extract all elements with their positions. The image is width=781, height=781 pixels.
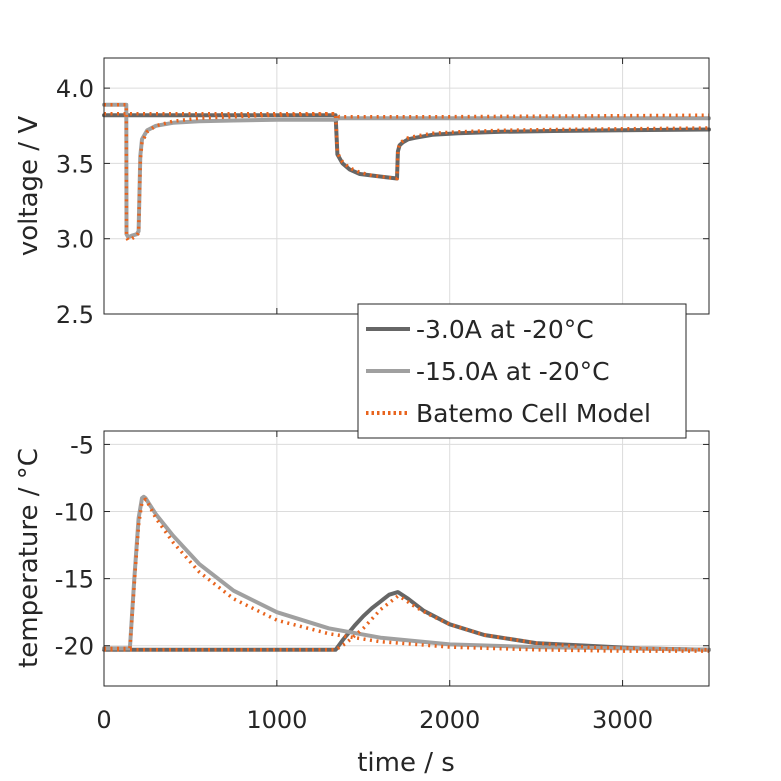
voltage-plot-area xyxy=(104,58,709,314)
voltage-series-batemo-cell-model-3 xyxy=(104,102,710,242)
voltage-ytick-label: 4.0 xyxy=(56,75,94,103)
voltage-series-15-0a-at-20-c-1 xyxy=(102,102,711,240)
temperature-xtick-label: 3000 xyxy=(592,706,653,734)
temperature-ytick-label: -10 xyxy=(55,499,94,527)
temperature-panel: -20 -15 -10 -5 0 1000 2000 3000 temperature / °… xyxy=(14,430,711,778)
voltage-series xyxy=(102,102,711,242)
voltage-ytick-label: 2.5 xyxy=(56,301,94,329)
temperature-ylabel: temperature / °C xyxy=(14,448,44,668)
voltage-ytick-label: 3.0 xyxy=(56,226,94,254)
temperature-ytick-label: -15 xyxy=(55,566,94,594)
legend-label-15a: -15.0A at -20°C xyxy=(416,357,610,386)
legend-label-model: Batemo Cell Model xyxy=(416,399,651,428)
temperature-xtick-label: 1000 xyxy=(246,706,307,734)
temperature-ytick-label: -5 xyxy=(70,431,94,459)
voltage-panel: 2.5 3.0 3.5 4.0 voltage / V xyxy=(14,57,711,329)
voltage-series-batemo-cell-model-2 xyxy=(104,111,710,181)
time-xlabel: time / s xyxy=(357,748,455,778)
legend: -3.0A at -20°C -15.0A at -20°C Batemo Ce… xyxy=(357,303,687,439)
voltage-series-3-0a-at-20-c-0 xyxy=(102,113,711,181)
voltage-ticks: 2.5 3.0 3.5 4.0 xyxy=(56,58,709,329)
temperature-series-batemo-cell-model-3 xyxy=(104,497,709,653)
voltage-ytick-label: 3.5 xyxy=(56,150,94,178)
temperature-series xyxy=(102,494,711,653)
temperature-plot-area xyxy=(104,431,709,686)
voltage-ylabel: voltage / V xyxy=(14,116,44,256)
voltage-grid xyxy=(103,58,709,315)
temperature-ytick-label: -20 xyxy=(55,633,94,661)
temperature-xtick-label: 0 xyxy=(96,706,111,734)
temperature-ticks: -20 -15 -10 -5 0 1000 2000 3000 xyxy=(55,431,709,734)
legend-label-3a: -3.0A at -20°C xyxy=(416,315,594,344)
legend-box xyxy=(357,303,687,439)
temperature-xtick-label: 2000 xyxy=(419,706,480,734)
